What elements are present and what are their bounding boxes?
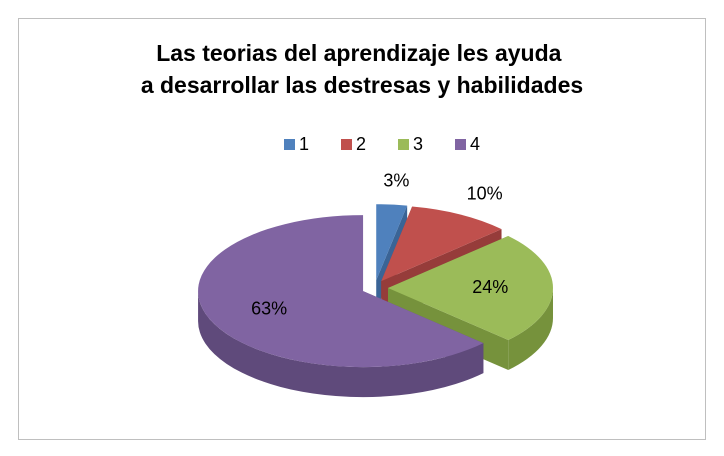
data-label: 63% xyxy=(251,299,287,319)
legend-swatch xyxy=(284,139,295,150)
legend-label: 2 xyxy=(356,134,366,154)
chart-title: Las teorias del aprendizaje les ayuda a … xyxy=(141,40,583,98)
data-label: 3% xyxy=(383,171,409,191)
legend-label: 1 xyxy=(299,134,309,154)
data-label: 24% xyxy=(472,277,508,297)
legend-swatch xyxy=(341,139,352,150)
slice-side xyxy=(198,291,484,398)
title-line: Las teorias del aprendizaje les ayuda xyxy=(156,40,561,66)
pie-slice xyxy=(381,206,502,282)
pie-slice xyxy=(198,215,484,368)
legend-swatch xyxy=(398,139,409,150)
pie-slice xyxy=(388,235,553,341)
legend-label: 3 xyxy=(413,134,423,154)
legend-swatch xyxy=(455,139,466,150)
slice-side xyxy=(508,288,553,371)
data-label: 10% xyxy=(467,183,503,203)
legend-label: 4 xyxy=(470,134,480,154)
pie-slice xyxy=(376,204,408,281)
title-line: a desarrollar las destresas y habilidade… xyxy=(141,72,583,98)
